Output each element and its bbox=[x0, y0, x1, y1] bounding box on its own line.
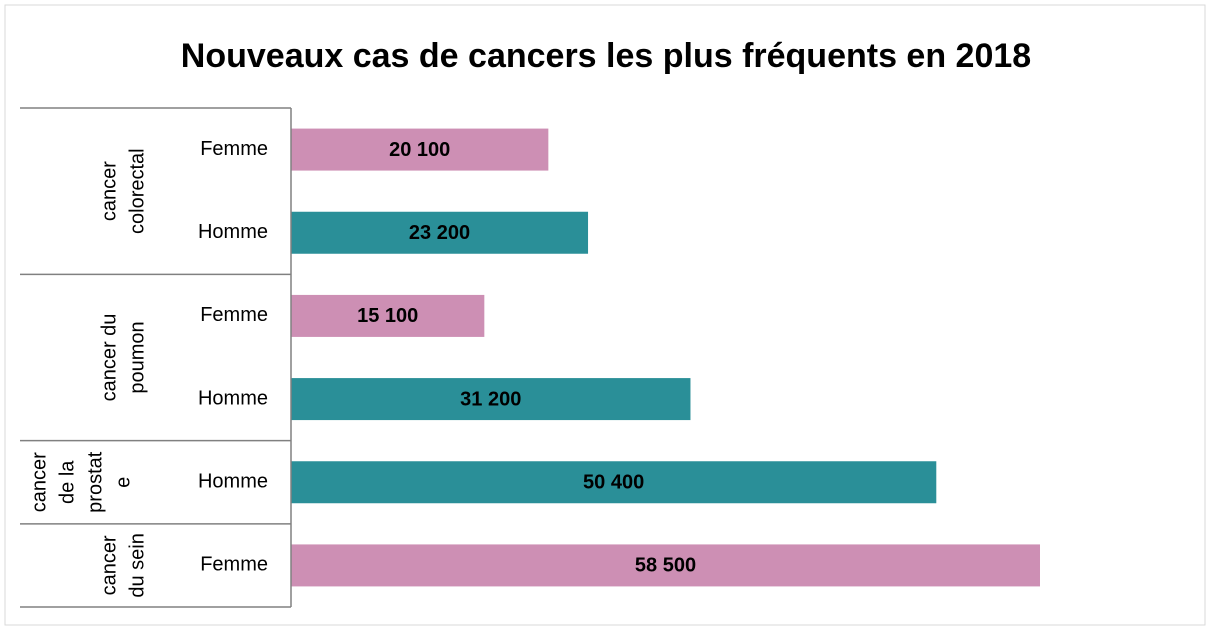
group-label: de la bbox=[56, 460, 78, 504]
value-label: 50 400 bbox=[583, 472, 644, 494]
group-label: poumon bbox=[126, 321, 148, 393]
value-label: 31 200 bbox=[460, 388, 521, 410]
value-label: 15 100 bbox=[357, 305, 418, 327]
bar bbox=[291, 461, 937, 504]
group-label: cancer bbox=[98, 161, 120, 221]
value-label: 23 200 bbox=[409, 222, 470, 244]
group-label: cancer bbox=[98, 535, 120, 595]
value-label: 20 100 bbox=[389, 139, 450, 161]
category-label: Homme bbox=[198, 471, 268, 493]
group-label: e bbox=[112, 477, 134, 488]
group-label: colorectal bbox=[126, 148, 148, 234]
value-label: 58 500 bbox=[635, 555, 696, 577]
bar bbox=[291, 544, 1040, 587]
category-label: Homme bbox=[198, 387, 268, 409]
group-label: du sein bbox=[126, 533, 148, 598]
chart-border bbox=[4, 4, 1206, 626]
group-label: cancer du bbox=[98, 314, 120, 402]
chart-title: Nouveaux cas de cancers les plus fréquen… bbox=[181, 37, 1031, 75]
group-label: cancer bbox=[28, 452, 50, 512]
category-label: Femme bbox=[200, 138, 268, 160]
category-label: Femme bbox=[200, 304, 268, 326]
category-label: Homme bbox=[198, 221, 268, 243]
group-label: prostat bbox=[84, 451, 106, 513]
bar bbox=[291, 294, 485, 337]
bar bbox=[291, 378, 691, 421]
category-label: Femme bbox=[200, 554, 268, 576]
bar bbox=[291, 211, 589, 254]
bar bbox=[291, 128, 549, 171]
